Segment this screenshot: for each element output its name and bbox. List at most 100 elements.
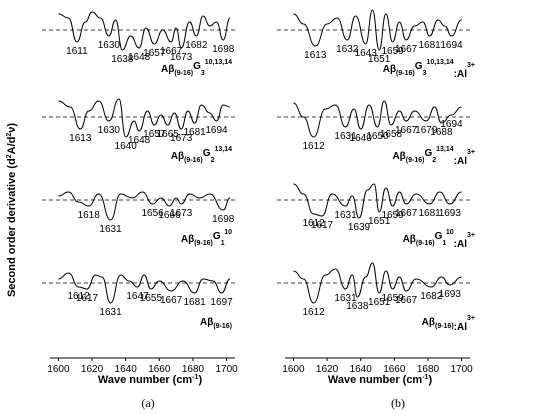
y-axis-label: Second order derivative (d2A/d2ν) xyxy=(6,123,18,297)
sample-label: Aβ(9-16)G213,14 xyxy=(171,146,232,164)
peak-label: 1659 xyxy=(382,210,405,221)
x-tick-label: 1640 xyxy=(350,364,373,375)
panel-b: Wave number (cm-1) (b) 1600 1620 1640 1660 1… xyxy=(277,9,475,410)
peak-label: 1657 xyxy=(143,129,166,140)
x-tick-label: 1620 xyxy=(81,364,104,375)
xlabel-a-main: Wave number (cm xyxy=(98,374,193,386)
ylabel-sup1: 2 xyxy=(6,154,13,158)
peak-label: 1658 xyxy=(380,129,403,140)
xlabel-a-sup: -1 xyxy=(192,374,198,381)
sample-label: Aβ(9-16):Al3+ xyxy=(422,315,475,333)
spectrum-line xyxy=(293,9,462,51)
peak-label: 1698 xyxy=(212,214,235,225)
peak-label: 1659 xyxy=(382,46,405,57)
peak-label: 1651 xyxy=(368,216,391,227)
peak-label: 1667 xyxy=(395,44,418,55)
peak-label: 1659 xyxy=(382,293,405,304)
peak-label: 1694 xyxy=(440,119,463,130)
peak-label: 1643 xyxy=(355,48,378,59)
peak-label: 1667 xyxy=(160,46,183,57)
peak-label: 1681 xyxy=(419,40,442,51)
peak-label: 1667 xyxy=(395,125,418,136)
peak-label: 1611 xyxy=(66,46,88,57)
peak-label: 1612 xyxy=(302,141,325,152)
panel-a: Wave number (cm-1) (a) 1600 1620 1640 1660 1… xyxy=(42,11,238,410)
peak-label: 1698 xyxy=(212,44,235,55)
x-tick-label: 1680 xyxy=(417,364,440,375)
peak-label: 1631 xyxy=(334,210,357,221)
ylabel-main: Second order derivative (d xyxy=(6,158,18,297)
sample-label: Aβ(9-16) xyxy=(200,317,232,330)
peak-label: 1631 xyxy=(334,293,357,304)
peak-label: 1640 xyxy=(115,141,138,152)
peak-label: 1665 xyxy=(157,129,180,140)
peak-label: 1673 xyxy=(170,208,193,219)
xlabel-b-sup: -1 xyxy=(422,374,428,381)
x-axis-label-a: Wave number (cm-1) xyxy=(98,374,203,386)
peak-label: 1650 xyxy=(366,131,389,142)
spectrum-line xyxy=(58,98,231,138)
peak-label: 1682 xyxy=(185,40,208,51)
peak-label: 1694 xyxy=(205,125,228,136)
ylabel-mid: A/d xyxy=(6,137,18,155)
x-axis-label-b: Wave number (cm-1) xyxy=(328,374,433,386)
peak-label: 1630 xyxy=(98,125,121,136)
x-tick-label: 1700 xyxy=(215,364,238,375)
peak-label: 1693 xyxy=(439,208,462,219)
peak-label: 1630 xyxy=(98,40,121,51)
peak-label: 1697 xyxy=(210,297,233,308)
x-tick-label: 1680 xyxy=(182,364,205,375)
peak-label: 1681 xyxy=(184,127,207,138)
peak-label: 1618 xyxy=(78,210,101,221)
peak-label: 1655 xyxy=(140,293,163,304)
spectrum-line xyxy=(58,272,231,304)
sample-label: Aβ(9-16)G310,13,14:Al3+ xyxy=(383,59,475,80)
panel-label-a: (a) xyxy=(141,396,154,410)
peak-label: 1651 xyxy=(368,54,391,65)
peak-label: 1673 xyxy=(170,133,193,144)
peak-label: 1667 xyxy=(395,295,418,306)
x-tick-label: 1600 xyxy=(282,364,305,375)
peak-label: 1648 xyxy=(128,135,151,146)
peak-label: 1647 xyxy=(126,291,149,302)
x-tick-label: 1660 xyxy=(383,364,406,375)
xlabel-b-main: Wave number (cm xyxy=(328,374,423,386)
peak-label: 1679 xyxy=(415,125,438,136)
peak-label: 1631 xyxy=(99,307,122,318)
ylabel-sup2: 2 xyxy=(6,133,13,137)
peak-label: 1638 xyxy=(346,301,369,312)
peak-label: 1681 xyxy=(419,208,442,219)
peak-label: 1612 xyxy=(67,291,90,302)
panel-label-b: (b) xyxy=(391,396,405,410)
peak-label: 1612 xyxy=(302,307,325,318)
peak-label: 1693 xyxy=(439,289,462,300)
peak-label: 1632 xyxy=(336,44,359,55)
peak-label: 1613 xyxy=(304,50,327,61)
x-tick-label: 1660 xyxy=(148,364,171,375)
peak-label: 1656 xyxy=(141,208,164,219)
spectrum-line xyxy=(293,100,462,138)
x-tick-label: 1600 xyxy=(47,364,70,375)
peak-label: 1673 xyxy=(170,52,193,63)
x-tick-label: 1640 xyxy=(115,364,138,375)
peak-label: 1639 xyxy=(348,222,371,233)
peak-label: 1631 xyxy=(334,131,357,142)
x-tick-label: 1620 xyxy=(316,364,339,375)
spectrum-line xyxy=(293,183,462,219)
peak-label: 1651 xyxy=(368,297,391,308)
peak-label: 1688 xyxy=(430,127,453,138)
peak-label: 1667 xyxy=(395,208,418,219)
peak-label: 1681 xyxy=(184,297,207,308)
spectrum-line xyxy=(58,191,231,221)
sample-label: Aβ(9-16)G110 xyxy=(181,229,232,247)
peak-label: 1638 xyxy=(111,54,134,65)
sample-label: Aβ(9-16)G310,13,14 xyxy=(161,59,232,77)
peak-label: 1613 xyxy=(69,133,92,144)
peak-label: 1617 xyxy=(311,220,334,231)
x-tick-label: 1700 xyxy=(450,364,473,375)
peak-label: 1666 xyxy=(158,210,181,221)
peak-label: 1657 xyxy=(143,48,166,59)
peak-label: 1694 xyxy=(440,40,463,51)
peak-label: 1612 xyxy=(302,218,325,229)
